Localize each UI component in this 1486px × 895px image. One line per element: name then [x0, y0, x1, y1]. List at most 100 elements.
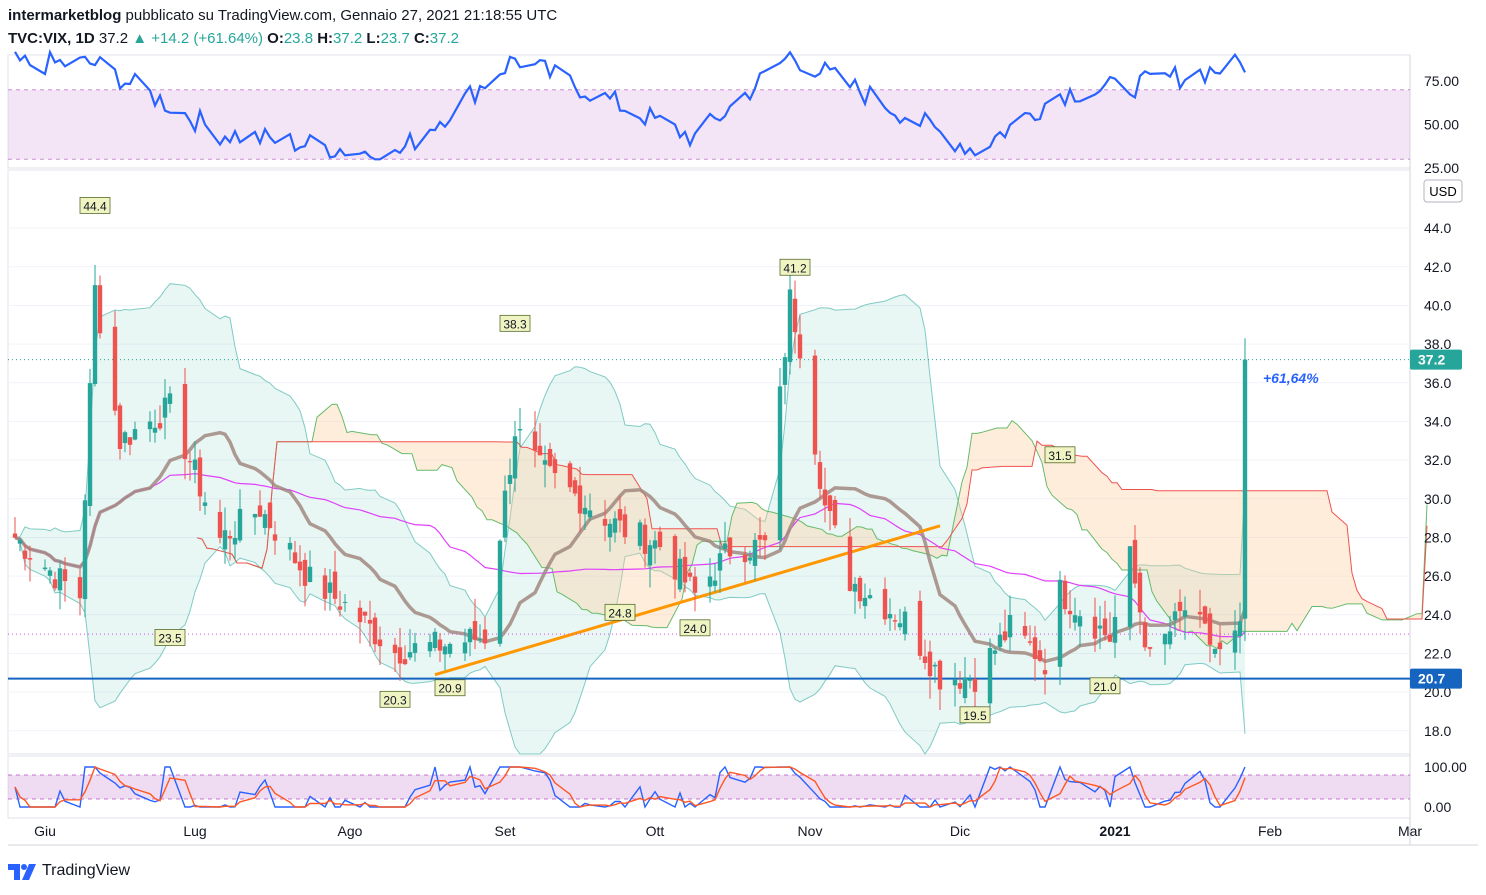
candle: [502, 475, 508, 543]
candle-body: [222, 530, 228, 550]
time-tick-label: Ott: [646, 823, 665, 839]
candle-body: [27, 558, 33, 560]
price-tick-label: 24.0: [1424, 607, 1451, 623]
candle-body: [1032, 637, 1038, 659]
candle: [132, 421, 138, 441]
candle-body: [462, 642, 468, 654]
author[interactable]: intermarketblog: [8, 7, 122, 24]
tradingview-footer[interactable]: TradingView: [8, 862, 130, 880]
price-tick-label: 34.0: [1424, 413, 1451, 429]
candle-body: [572, 480, 578, 494]
candle: [622, 506, 628, 544]
candle: [1172, 602, 1178, 638]
candle-body: [647, 545, 653, 566]
time-tick-label: Nov: [798, 823, 823, 839]
candle: [112, 310, 118, 416]
support-badge-text: 20.7: [1418, 671, 1445, 687]
candle-body: [747, 557, 753, 561]
candle-body: [252, 514, 258, 518]
candle: [22, 544, 28, 571]
candle-body: [537, 445, 543, 456]
candle-body: [372, 617, 378, 645]
candle: [1147, 646, 1153, 657]
candle: [1132, 525, 1138, 588]
time-axis: Giu Lug Ago Set Ott Nov Dic 2021 Feb Mar: [34, 823, 1422, 839]
chart-header-line1: intermarketblog pubblicato su TradingVie…: [8, 7, 557, 24]
candle-body: [1177, 601, 1183, 611]
candle: [392, 637, 398, 672]
candle-body: [1062, 580, 1068, 610]
candle: [652, 531, 658, 564]
candle-body: [402, 659, 408, 665]
price-tick-label: 18.0: [1424, 723, 1451, 739]
candle-body: [82, 500, 88, 600]
candle-body: [322, 575, 328, 599]
candle: [397, 627, 403, 681]
candle: [822, 467, 828, 523]
candle: [1092, 597, 1098, 652]
rsi-line: [14, 48, 1246, 161]
candle-body: [192, 459, 198, 470]
candle: [752, 533, 758, 581]
candle-body: [1072, 615, 1078, 623]
candle: [1057, 570, 1063, 686]
candle: [472, 598, 478, 650]
pivot-label: 21.0: [1089, 677, 1121, 695]
candle-body: [1197, 611, 1203, 615]
candle-body: [1112, 616, 1118, 643]
candle: [1212, 648, 1218, 658]
candle-body: [1212, 648, 1218, 654]
candle: [182, 367, 188, 480]
candle-body: [587, 510, 593, 518]
candle-body: [262, 514, 268, 528]
candle-body: [127, 437, 133, 445]
candle: [637, 519, 643, 551]
currency-badge[interactable]: USD: [1423, 179, 1463, 203]
candle-body: [812, 355, 818, 455]
candle-body: [867, 595, 873, 599]
trendline[interactable]: [434, 524, 941, 677]
candle-body: [902, 611, 908, 635]
pivot-label: 44.4: [79, 196, 111, 214]
candle: [367, 600, 373, 647]
candle: [232, 521, 238, 560]
candle-body: [182, 383, 188, 460]
candle: [407, 629, 413, 661]
candle-body: [1242, 359, 1248, 619]
candle-body: [752, 539, 758, 566]
candle: [372, 612, 378, 653]
candle: [1142, 617, 1148, 651]
candle: [777, 367, 783, 550]
pivot-label: 20.9: [434, 679, 466, 697]
price-tick-label: 38.0: [1424, 336, 1451, 352]
open-label: O:: [267, 30, 284, 47]
candle: [787, 273, 793, 375]
last-price-badge-text: 37.2: [1418, 352, 1445, 368]
candle-body: [762, 535, 768, 541]
candle: [1162, 633, 1168, 665]
pivot-label-text: 38.3: [503, 317, 527, 331]
candle: [297, 545, 303, 587]
candle-body: [442, 646, 448, 655]
pivot-labels: 44.4 23.5 20.3 20.9 38.3 24.8 24.0 41.2 19.5 31.5…: [79, 196, 1121, 724]
candle-body: [822, 489, 828, 506]
candle-body: [1142, 622, 1148, 648]
pivot-label-text: 20.3: [383, 693, 407, 707]
candle-body: [272, 534, 278, 541]
rsi-band: [8, 89, 1410, 160]
candle: [887, 598, 893, 631]
candle: [157, 405, 163, 431]
pivot-label-text: 23.5: [158, 631, 182, 645]
open-value: 23.8: [283, 30, 314, 47]
candle-body: [652, 540, 658, 549]
pivot-label: 20.3: [379, 690, 411, 708]
pivot-label: 31.5: [1044, 446, 1076, 464]
stoch-tick-label: 0.00: [1424, 799, 1451, 815]
candle: [827, 494, 833, 531]
candle: [427, 633, 433, 658]
candle-body: [582, 507, 588, 515]
stoch-tick-label: 100.00: [1424, 759, 1467, 775]
candle: [547, 442, 553, 468]
candle-body: [392, 644, 398, 654]
